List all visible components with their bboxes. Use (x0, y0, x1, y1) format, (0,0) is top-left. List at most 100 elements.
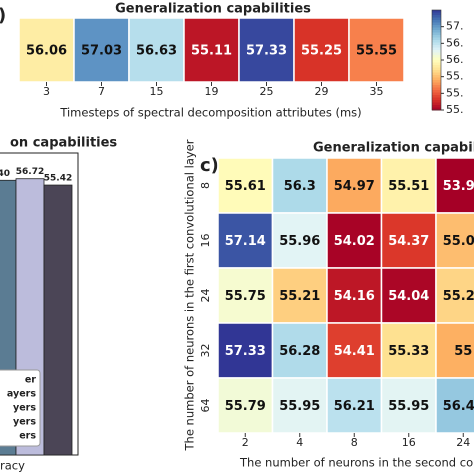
colorbar-segment (432, 97, 441, 101)
cell-value: 55.95 (388, 399, 429, 414)
colorbar-segment (432, 17, 441, 21)
heatmap-cell (435, 212, 474, 269)
heatmap-cell (271, 157, 328, 214)
x-tick-label: 4 (296, 436, 303, 449)
cell-value: 56.3 (284, 179, 316, 194)
cell-value: 56.21 (334, 399, 375, 414)
heatmap-cell (380, 377, 437, 434)
chart-title: Generalization capabilities (313, 141, 474, 156)
x-axis-label: racy (0, 459, 25, 473)
legend-label: ayers (7, 389, 36, 400)
heatmap-cell (380, 322, 437, 379)
chart-title: on capabilities (10, 136, 117, 151)
colorbar-segment (432, 75, 441, 78)
colorbar-tick-label: 55. (446, 70, 464, 83)
cell-value: 56.63 (136, 44, 177, 59)
legend-label: yers (13, 417, 36, 428)
colorbar-tick-label: 56. (446, 36, 464, 49)
legend-label: yers (13, 403, 36, 414)
colorbar-segment (432, 57, 441, 61)
cell-value: 55.33 (388, 344, 429, 359)
colorbar-segment (432, 30, 441, 33)
colorbar-tick-label: 55. (446, 103, 464, 116)
x-tick-label: 25 (260, 85, 274, 98)
colorbar-segment (432, 35, 441, 38)
x-tick-label: 29 (315, 85, 329, 98)
cell-value: 54.04 (388, 289, 429, 304)
colorbar-tick-label: 55. (446, 86, 464, 99)
cell-value: 55.96 (279, 234, 320, 249)
colorbar-segment (432, 20, 441, 23)
cell-value: 56.06 (26, 44, 67, 59)
colorbar-segment (432, 45, 441, 48)
cell-value: 53.99 (443, 179, 474, 194)
cell-value: 55.25 (301, 44, 342, 59)
y-tick-label: 8 (199, 182, 212, 189)
x-axis-label: Timesteps of spectral decomposition attr… (59, 106, 361, 120)
colorbar-segment (432, 37, 441, 41)
x-tick-label: 2 (242, 436, 249, 449)
y-tick-label: 32 (199, 344, 212, 358)
x-tick-label: 19 (205, 85, 219, 98)
heatmap-cell (293, 17, 350, 83)
colorbar-segment (432, 52, 441, 56)
heatmap-cell (217, 157, 274, 214)
cell-value: 54.41 (334, 344, 375, 359)
colorbar-segment (432, 102, 441, 106)
heatmap-cell (380, 157, 437, 214)
heatmap-cell (271, 212, 328, 269)
heatmap-cell (217, 267, 274, 324)
cell-value: 57.14 (225, 234, 266, 249)
heatmap-cell (326, 322, 383, 379)
cell-value: 55.75 (225, 289, 266, 304)
cell-value: 55.09 (443, 234, 474, 249)
y-axis-label: The number of neurons in the first convo… (183, 139, 197, 451)
cell-value: 55.55 (356, 44, 397, 59)
colorbar-segment (432, 87, 441, 91)
colorbar-segment (432, 22, 441, 26)
cell-value: 56.28 (279, 344, 320, 359)
cell-value: 57.33 (246, 44, 287, 59)
cell-value: 55.21 (279, 289, 320, 304)
x-tick-label: 8 (351, 436, 358, 449)
colorbar-segment (432, 72, 441, 76)
x-tick-label: 3 (43, 85, 50, 98)
x-tick-label: 7 (98, 85, 105, 98)
colorbar-segment (432, 25, 441, 28)
cell-value: 54.37 (388, 234, 429, 249)
colorbar-segment (432, 10, 441, 13)
x-axis-label: The number of neurons in the second conv… (239, 456, 474, 470)
heatmap-cell (18, 17, 75, 83)
heatmap-cell (435, 322, 474, 379)
colorbar-segment (432, 70, 441, 73)
colorbar-tick-label: 57. (446, 20, 464, 33)
cell-value: 55.11 (191, 44, 232, 59)
heatmap-cell (326, 377, 383, 434)
x-tick-label: 15 (150, 85, 164, 98)
cell-value: 56.44 (443, 399, 474, 414)
bar-value-label: .40 (0, 169, 10, 179)
y-tick-label: 64 (199, 399, 212, 413)
heatmap-cell (380, 267, 437, 324)
colorbar-segment (432, 50, 441, 53)
colorbar-segment (432, 60, 441, 63)
cell-value: 55.79 (225, 399, 266, 414)
colorbar-segment (432, 27, 441, 31)
x-tick-label: 16 (402, 436, 416, 449)
colorbar-segment (432, 107, 441, 111)
panel-label: c) (200, 155, 219, 176)
bar-value-label: 56.72 (16, 167, 44, 177)
legend-label: er (25, 375, 36, 386)
heatmap-cell (217, 322, 274, 379)
cell-value: 57.03 (81, 44, 122, 59)
y-tick-label: 16 (199, 234, 212, 248)
cell-value: 54.02 (334, 234, 375, 249)
y-tick-label: 24 (199, 289, 212, 303)
colorbar-segment (432, 82, 441, 86)
colorbar-segment (432, 85, 441, 88)
bar (43, 184, 73, 456)
heatmap-cell (326, 157, 383, 214)
colorbar-segment (432, 90, 441, 93)
colorbar-segment (432, 40, 441, 43)
